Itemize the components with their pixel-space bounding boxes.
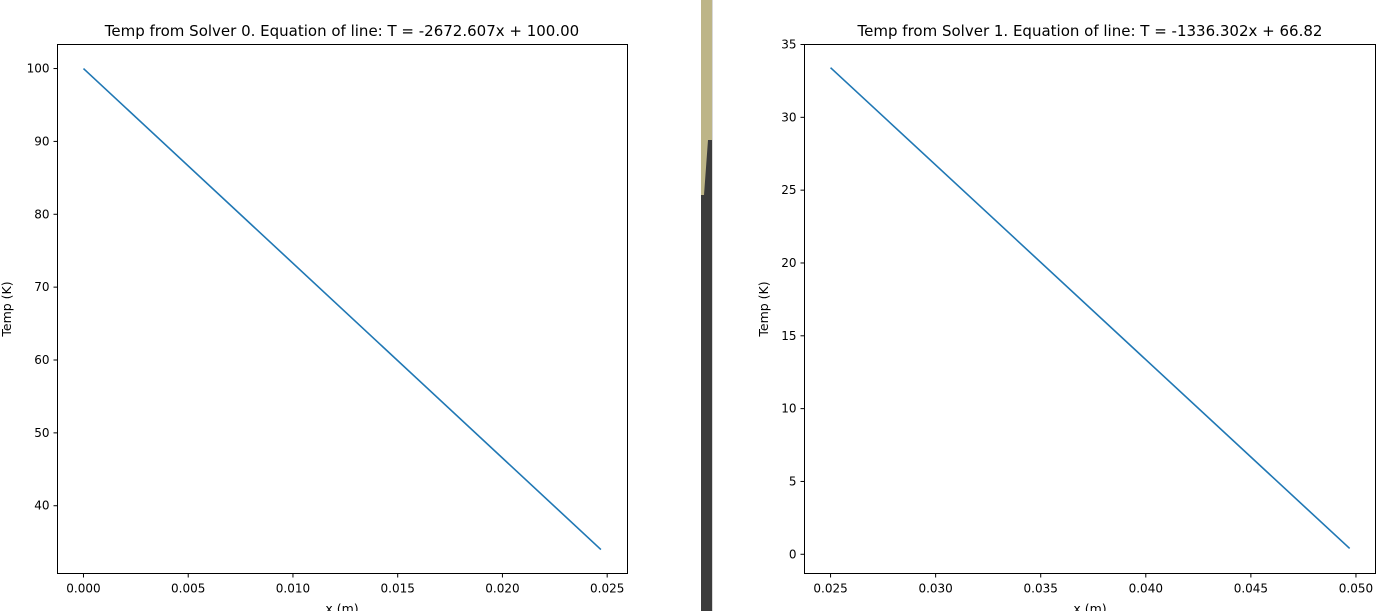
x-tick-label: 0.025 (590, 582, 624, 596)
x-tick-label: 0.030 (918, 582, 952, 596)
y-tick-label: 20 (781, 256, 796, 270)
chart-title: Temp from Solver 0. Equation of line: T … (104, 22, 579, 40)
x-tick-label: 0.040 (1129, 582, 1163, 596)
x-tick-label: 0.045 (1234, 582, 1268, 596)
x-axis-label: x (m) (325, 601, 358, 611)
splitter-highlight (701, 0, 712, 195)
x-tick-label: 0.025 (813, 582, 847, 596)
y-axis-label: Temp (K) (0, 281, 14, 337)
x-tick-label: 0.015 (381, 582, 415, 596)
y-tick-label: 10 (781, 402, 796, 416)
y-tick-label: 50 (34, 426, 49, 440)
x-tick-label: 0.020 (485, 582, 519, 596)
y-tick-label: 100 (27, 62, 50, 76)
y-tick-label: 60 (34, 353, 49, 367)
y-tick-label: 25 (781, 183, 796, 197)
y-axis: 40 50 60 70 80 90 100 (27, 62, 58, 513)
x-axis: 0.025 0.030 0.035 0.040 0.045 0.050 (813, 573, 1373, 596)
x-tick-label: 0.005 (171, 582, 205, 596)
series-group (830, 67, 1351, 550)
y-tick-label: 5 (789, 474, 797, 488)
y-tick-label: 70 (34, 280, 49, 294)
series-group (82, 67, 602, 551)
y-tick-label: 30 (781, 110, 796, 124)
axes-frame (57, 44, 628, 574)
y-axis-label: Temp (K) (756, 281, 771, 337)
x-tick-label: 0.010 (276, 582, 310, 596)
x-tick-label: 0.000 (66, 582, 100, 596)
axes-frame (804, 44, 1376, 574)
temperature-line (830, 67, 1351, 550)
y-tick-label: 15 (781, 329, 796, 343)
y-axis: 0 5 10 15 20 25 30 35 (781, 38, 805, 561)
x-tick-label: 0.035 (1024, 582, 1058, 596)
x-tick-label: 0.050 (1339, 582, 1373, 596)
y-tick-label: 80 (34, 207, 49, 221)
x-axis-label: x (m) (1073, 601, 1106, 611)
y-tick-label: 0 (789, 547, 797, 561)
window-splitter[interactable] (701, 0, 713, 611)
x-axis: 0.000 0.005 0.010 0.015 0.020 0.025 (66, 573, 624, 596)
chart-title: Temp from Solver 1. Equation of line: T … (857, 22, 1323, 40)
splitter-edge (712, 0, 713, 611)
splitter-graphic (701, 0, 713, 611)
chart-solver-1: Temp from Solver 1. Equation of line: T … (756, 22, 1376, 611)
y-tick-label: 90 (34, 134, 49, 148)
splitter-bar (701, 0, 712, 611)
temperature-line (82, 67, 602, 551)
chart-solver-0: Temp from Solver 0. Equation of line: T … (0, 22, 628, 611)
y-tick-label: 40 (34, 499, 49, 513)
y-tick-label: 35 (781, 38, 796, 52)
